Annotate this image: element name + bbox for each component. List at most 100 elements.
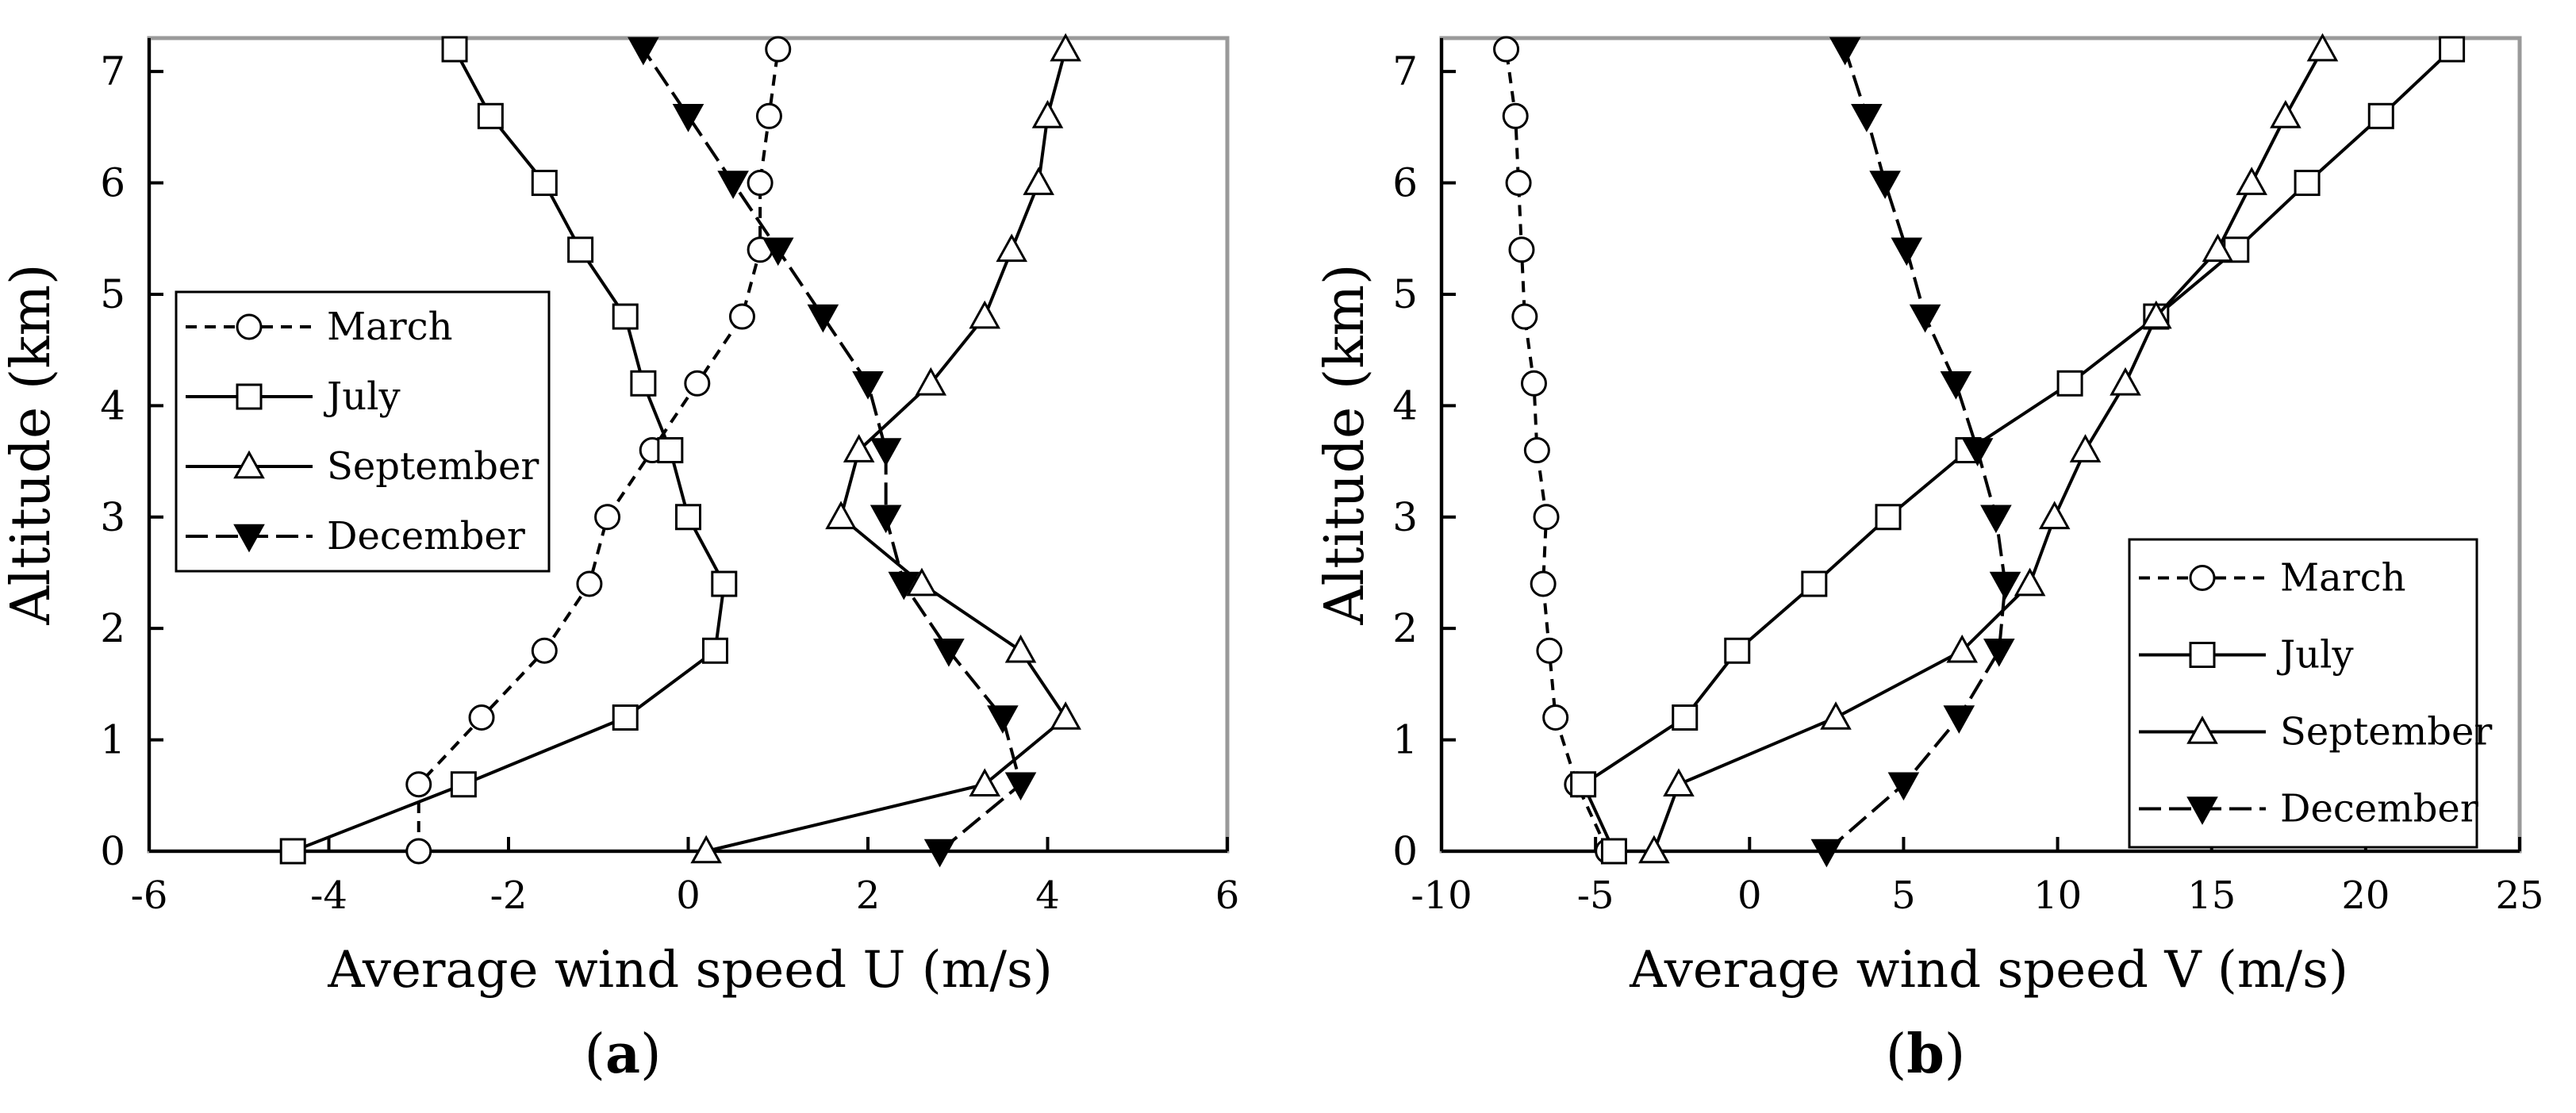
panel-b-legend-marker-december [2186,796,2218,825]
panel-a-ylabel: Altitude (km) [0,263,63,625]
panel-b-series-september-point [1663,768,1695,797]
panel-a-ytick-label: 2 [100,605,125,651]
panel-b-series-september-point [2236,167,2267,195]
panel-a-series-july-point [675,504,701,531]
panel-a-series-july [279,36,738,865]
panel-a-series-december-point [628,36,659,66]
panel-a-series-july-point [441,36,468,63]
panel-b-ytick-label: 7 [1392,48,1418,94]
panel-a-xtick-label: 4 [1035,873,1060,918]
panel-a-series-december-point [762,237,794,267]
panel-b-series-march-point [1542,704,1569,731]
panel-a-series-september [690,33,1081,864]
panel-a-legend: March July September December [175,290,551,573]
panel-b-series-march-point [1530,570,1557,597]
panel-b-series-march [1493,36,1622,865]
panel-a-series-september-point [1050,33,1081,62]
panel-a-series-march-point [755,102,782,129]
panel-b-ytick-label: 5 [1392,271,1418,317]
panel-b-series-december-point [1943,705,1975,734]
panel-b-xtick-label: 20 [2341,873,2390,918]
panel-b-series-september-point [2306,33,2339,62]
panel-b-series-july-point [1875,504,1902,531]
panel-a-series-july-point [477,102,504,129]
panel-a-legend-label-july: July [323,374,401,419]
panel-a-series-september-point [843,434,875,462]
panel-b-legend-box [2128,538,2478,849]
panel-b-series-december-point [1829,36,1861,66]
panel-b-series-september-point [2014,567,2046,597]
panel-b-series-september-point [2202,233,2234,263]
panel-b-series-march-point [1536,637,1563,664]
panel-a-series-march-point [468,704,495,731]
panel-a-legend-label-september: September [327,444,539,489]
panel-a-ytick-label: 5 [100,271,125,317]
panel-b-xtick-label: 5 [1891,873,1916,918]
panel-a-series-december-point [870,438,902,466]
panel-b-legend-marker-march [2189,565,2216,591]
panel-a-series-september-point [969,300,1001,329]
panel-b-series-july-point [2367,102,2394,129]
panel-b-series-march-point [1505,170,1532,197]
panel-b-xtick-label: 15 [2187,873,2236,918]
panel-b-series-september [1638,33,2339,864]
panel-a-xlabel: Average wind speed U (m/s) [327,941,1053,1000]
panel-b-ytick-label: 6 [1392,160,1418,206]
panel-a-caption: (a) [584,1023,661,1086]
panel-b-legend-label-july: July [2276,633,2354,677]
panel-b-series-september-point [1638,835,1670,864]
panel-b-legend-marker-july [2189,642,2216,668]
panel-a-series-march-point [405,771,432,798]
panel-b-ytick-label: 1 [1392,717,1418,763]
panel-a-series-december-point [807,304,839,333]
panel-b-series-december-point [1940,370,1972,400]
panel-b-series-december-point [1887,772,1920,801]
panel-a-legend-label-march: March [327,305,453,349]
panel-a-ytick-label: 1 [100,717,125,763]
panel-a-series-july-point [701,637,728,664]
panel-a-series-july-point [657,437,684,464]
panel-b-legend-marker-september [2186,716,2218,744]
panel-b-series-september-point [2038,501,2071,530]
panel-b-series-march-line [1504,48,1610,852]
panel-b-xtick-label: 10 [2033,873,2082,918]
panel-b-series-july-point [2294,170,2321,197]
panel-a-series-december-point [933,638,965,667]
panel-b-xtick-label: -10 [1411,873,1472,918]
panel-b-series-july-point [1672,704,1699,731]
panel-b-series-march-point [1502,102,1529,129]
panel-b-series-march-point [1520,370,1547,397]
panel-b-series-july-point [2439,36,2466,63]
panel-a-legend-label-december: December [327,514,525,558]
panel-b-xlabel: Average wind speed V (m/s) [1629,941,2348,1000]
panel-b-series-september-point [2069,434,2102,462]
panel-a-legend-marker-july [236,383,263,410]
panel-b-series-december-point [1869,171,1901,199]
panel-a-xtick-label: 2 [856,873,881,918]
panel-a-series-july-point [612,303,639,330]
panel-b-series-march-point [1493,36,1520,63]
panel-a-ytick-label: 7 [100,48,125,94]
panel-b-series-march-point [1511,303,1538,330]
panel-a-series-march-point [405,838,432,865]
panel-b-series-december-point [1909,304,1941,333]
panel-b-xtick-label: -5 [1577,873,1614,918]
panel-a-series-march-point [765,36,792,63]
panel-a-series-september-point [969,768,1001,797]
panel-b-series-march-point [1533,504,1560,531]
panel-a-legend-marker-march [236,313,263,340]
panel-a-series-july-point [612,704,639,731]
panel-a-ytick-label: 0 [100,828,125,874]
panel-a-series-july-point [279,838,306,865]
panel-b-series-july-point [1600,838,1627,865]
panel-a-xtick-label: -4 [310,873,347,918]
panel-b-legend-label-march: March [2280,556,2406,601]
panel-a-legend-marker-september [233,450,265,479]
panel-a-series-march-point [728,303,755,330]
panel-a-series-september-point [1031,99,1064,129]
panel-a-series-december-point [672,103,704,132]
panel-b-ytick-label: 2 [1392,605,1418,651]
panel-a-series-december-point [852,370,884,400]
panel-b-legend-label-december: December [2280,787,2478,831]
panel-a-series-july-point [711,570,738,597]
